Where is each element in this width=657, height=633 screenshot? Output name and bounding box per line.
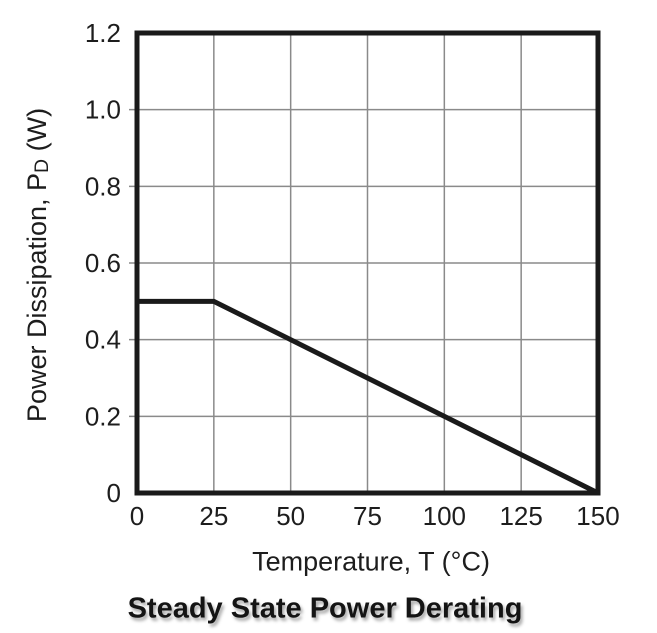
svg-text:50: 50 — [276, 501, 305, 531]
svg-text:1.0: 1.0 — [85, 95, 121, 125]
svg-text:0.2: 0.2 — [85, 401, 121, 431]
svg-text:0: 0 — [107, 478, 121, 508]
svg-text:0: 0 — [130, 501, 144, 531]
svg-text:25: 25 — [199, 501, 228, 531]
x-axis-title: Temperature, T (°C) — [252, 546, 490, 577]
svg-text:125: 125 — [499, 501, 542, 531]
svg-text:100: 100 — [423, 501, 466, 531]
svg-text:75: 75 — [353, 501, 382, 531]
figure-title: Steady State Power Derating — [127, 592, 523, 625]
svg-text:0.6: 0.6 — [85, 248, 121, 278]
svg-text:150: 150 — [576, 501, 619, 531]
svg-text:0.4: 0.4 — [85, 325, 121, 355]
svg-text:0.8: 0.8 — [85, 171, 121, 201]
svg-text:1.2: 1.2 — [85, 18, 121, 48]
